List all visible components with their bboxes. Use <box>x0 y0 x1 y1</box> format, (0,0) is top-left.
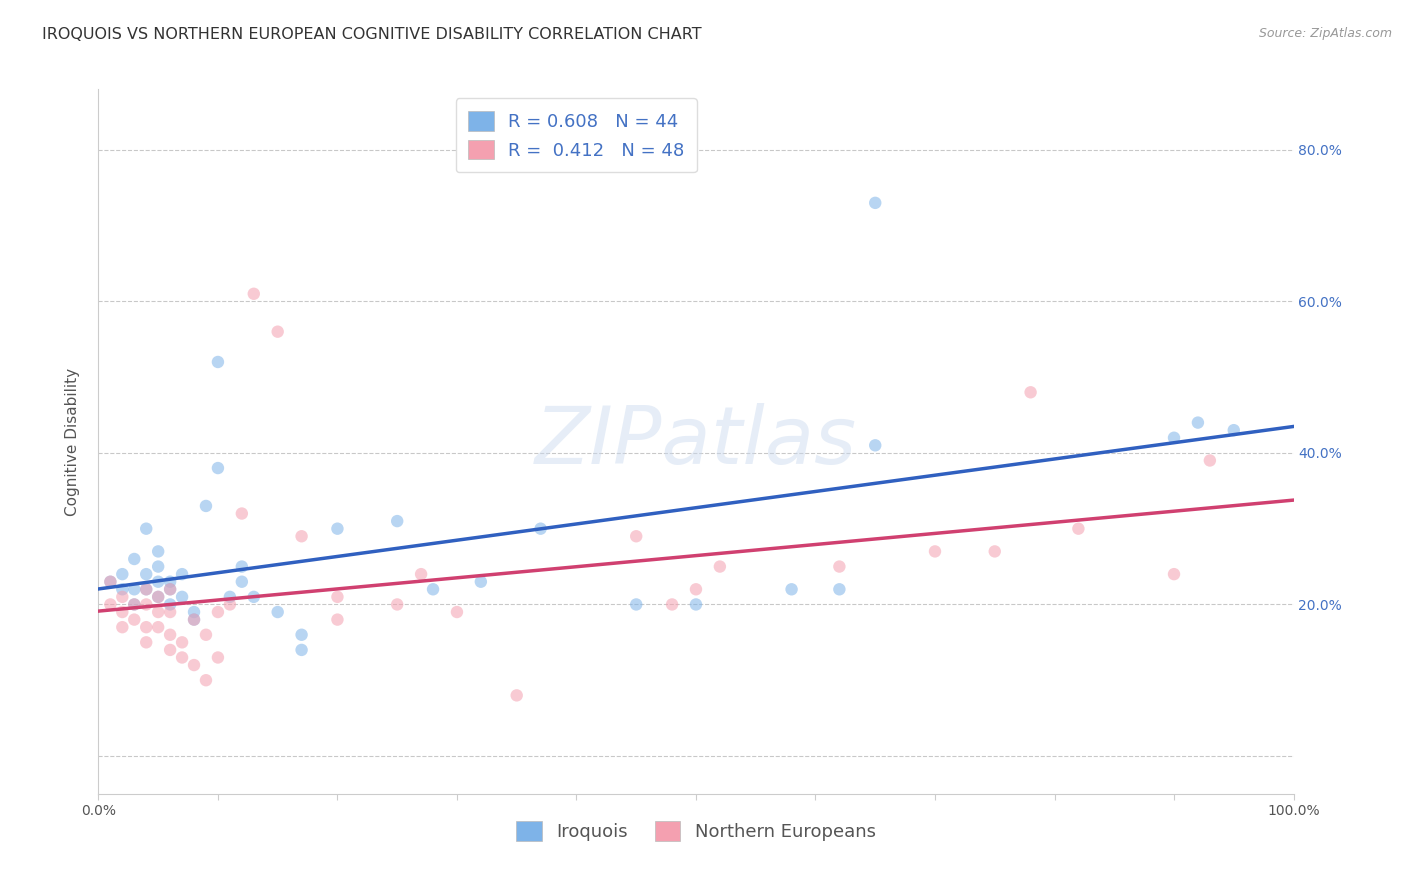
Point <box>924 544 946 558</box>
Point <box>1163 567 1185 582</box>
Point <box>172 635 194 649</box>
Point <box>243 590 266 604</box>
Point <box>291 529 314 543</box>
Point <box>172 567 194 582</box>
Point <box>195 499 218 513</box>
Point <box>984 544 1007 558</box>
Point <box>111 567 134 582</box>
Point <box>219 598 242 612</box>
Point <box>135 567 157 582</box>
Point <box>385 598 409 612</box>
Point <box>828 559 851 574</box>
Point <box>135 522 157 536</box>
Point <box>111 605 134 619</box>
Point <box>124 582 146 597</box>
Point <box>865 438 887 452</box>
Point <box>148 574 170 589</box>
Point <box>195 673 218 688</box>
Point <box>148 559 170 574</box>
Point <box>183 658 205 673</box>
Point <box>231 574 253 589</box>
Point <box>135 620 157 634</box>
Point <box>135 635 157 649</box>
Text: Source: ZipAtlas.com: Source: ZipAtlas.com <box>1258 27 1392 40</box>
Point <box>124 598 146 612</box>
Point <box>207 650 229 665</box>
Point <box>124 552 146 566</box>
Point <box>148 590 170 604</box>
Point <box>626 598 648 612</box>
Point <box>111 620 134 634</box>
Y-axis label: Cognitive Disability: Cognitive Disability <box>65 368 80 516</box>
Point <box>159 574 181 589</box>
Point <box>385 514 409 528</box>
Point <box>98 598 122 612</box>
Point <box>685 598 707 612</box>
Point <box>135 598 157 612</box>
Point <box>326 613 349 627</box>
Point <box>207 605 229 619</box>
Point <box>506 689 529 703</box>
Point <box>1067 522 1090 536</box>
Point <box>530 522 553 536</box>
Point <box>172 650 194 665</box>
Point <box>267 325 290 339</box>
Point <box>446 605 468 619</box>
Point <box>111 582 134 597</box>
Point <box>326 590 349 604</box>
Point <box>111 590 134 604</box>
Text: ZIPatlas: ZIPatlas <box>534 402 858 481</box>
Point <box>828 582 851 597</box>
Point <box>626 529 648 543</box>
Point <box>124 598 146 612</box>
Point <box>195 628 218 642</box>
Point <box>1163 431 1185 445</box>
Point <box>183 613 205 627</box>
Point <box>1223 423 1246 437</box>
Point <box>865 195 887 210</box>
Point <box>1019 385 1042 400</box>
Point <box>98 574 122 589</box>
Point <box>207 355 229 369</box>
Text: IROQUOIS VS NORTHERN EUROPEAN COGNITIVE DISABILITY CORRELATION CHART: IROQUOIS VS NORTHERN EUROPEAN COGNITIVE … <box>42 27 702 42</box>
Point <box>685 582 707 597</box>
Point <box>1187 416 1209 430</box>
Point <box>709 559 731 574</box>
Point <box>159 582 181 597</box>
Point <box>243 286 266 301</box>
Point <box>172 590 194 604</box>
Point <box>98 574 122 589</box>
Point <box>148 620 170 634</box>
Point <box>661 598 683 612</box>
Point <box>159 598 181 612</box>
Point <box>326 522 349 536</box>
Point <box>411 567 433 582</box>
Point <box>219 590 242 604</box>
Point <box>159 628 181 642</box>
Point <box>159 605 181 619</box>
Point <box>135 582 157 597</box>
Point <box>231 507 253 521</box>
Point <box>135 582 157 597</box>
Point <box>470 574 492 589</box>
Point <box>148 544 170 558</box>
Point <box>422 582 444 597</box>
Point <box>1199 453 1222 467</box>
Legend: Iroquois, Northern Europeans: Iroquois, Northern Europeans <box>509 814 883 848</box>
Point <box>124 613 146 627</box>
Point <box>291 643 314 657</box>
Point <box>148 605 170 619</box>
Point <box>159 643 181 657</box>
Point <box>231 559 253 574</box>
Point <box>207 461 229 475</box>
Point <box>183 613 205 627</box>
Point <box>291 628 314 642</box>
Point <box>780 582 803 597</box>
Point <box>267 605 290 619</box>
Point <box>183 605 205 619</box>
Point <box>148 590 170 604</box>
Point <box>159 582 181 597</box>
